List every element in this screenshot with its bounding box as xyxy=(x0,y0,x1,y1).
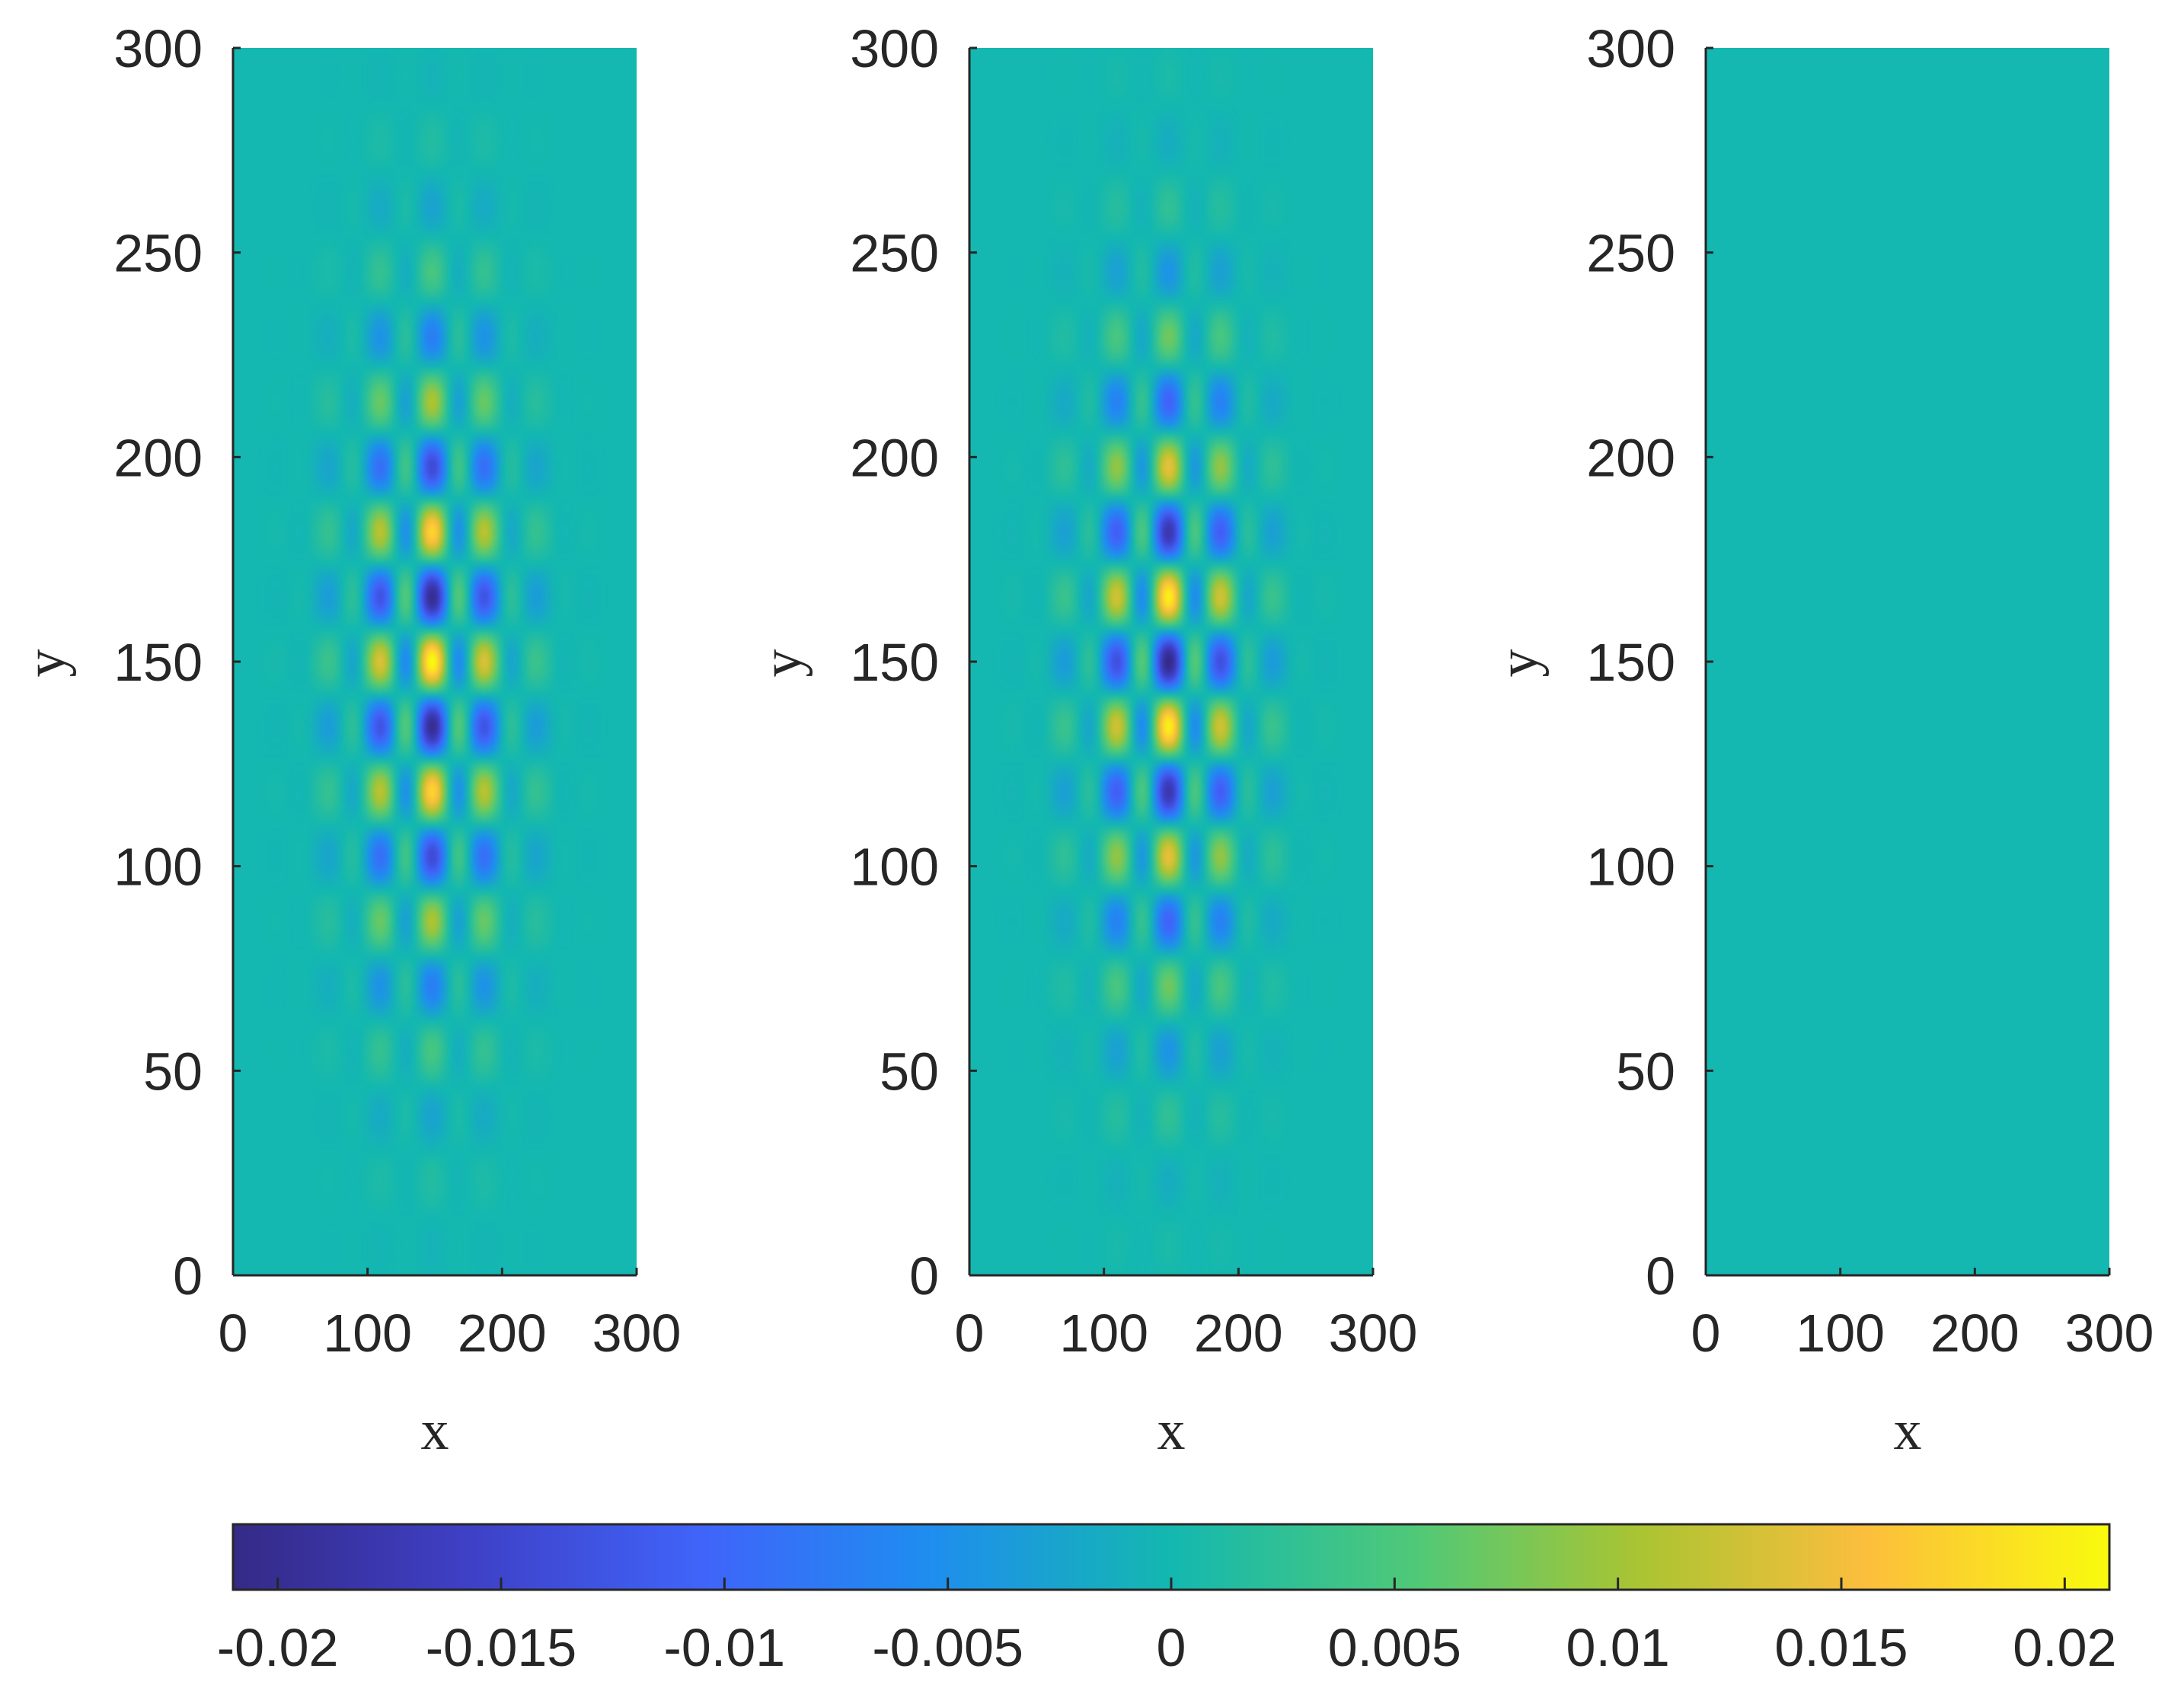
panel-left-y-tick-label: 150 xyxy=(113,633,203,692)
panel-left-y-axis-label: y xyxy=(14,649,77,678)
panel-right-x-axis-label: x xyxy=(1894,1399,1922,1462)
panel-middle-x-tick-label: 300 xyxy=(1329,1303,1418,1363)
colorbar: -0.02 -0.015 -0.01 -0.005 0 0.005 0.01 0.015 0.0… xyxy=(217,1523,2116,1677)
panel-right-y-tick-label: 200 xyxy=(1586,428,1675,487)
panel-left-x-tick-label: 100 xyxy=(323,1303,412,1363)
panel-right-x-tick-label: 300 xyxy=(2065,1303,2154,1363)
panel-right-x-ticks: 0 100 200 300 xyxy=(1691,1268,2154,1363)
panel-left-y-ticks: 0 50 100 150 200 250 300 xyxy=(113,19,241,1306)
panel-left-heatmap xyxy=(233,48,637,1275)
panel-middle-y-tick-label: 100 xyxy=(850,838,939,897)
panel-middle-x-ticks: 0 100 200 300 xyxy=(955,1268,1418,1363)
panel-left-x-tick-label: 0 xyxy=(219,1303,248,1363)
panel-right-x-tick-label: 100 xyxy=(1796,1303,1885,1363)
colorbar-tick-label: -0.01 xyxy=(664,1618,786,1677)
panel-left-y-tick-label: 200 xyxy=(113,428,203,487)
panel-left-x-tick-label: 200 xyxy=(458,1303,547,1363)
panel-middle-y-tick-label: 0 xyxy=(909,1246,939,1306)
panel-right-y-ticks: 0 50 100 150 200 250 300 xyxy=(1586,19,1713,1306)
colorbar-tick-label: 0.01 xyxy=(1566,1618,1670,1677)
panel-right-y-tick-label: 150 xyxy=(1586,633,1675,692)
panel-middle-y-axis-label: y xyxy=(751,649,813,678)
colorbar-tick-label: 0.015 xyxy=(1774,1618,1908,1677)
panel-right-y-tick-label: 50 xyxy=(1616,1042,1675,1101)
panel-middle-x-tick-label: 0 xyxy=(955,1303,985,1363)
panel-middle-y-tick-label: 300 xyxy=(850,19,939,78)
panel-middle-x-tick-label: 100 xyxy=(1059,1303,1148,1363)
colorbar-tick-label: 0.005 xyxy=(1328,1618,1461,1677)
panel-left-x-ticks: 0 100 200 300 xyxy=(219,1268,682,1363)
panel-right: 0 100 200 300 0 50 100 150 200 250 300 x y xyxy=(1487,19,2154,1462)
panel-middle: 0 100 200 300 0 50 100 150 200 250 300 x y xyxy=(751,19,1417,1462)
panel-right-x-tick-label: 0 xyxy=(1691,1303,1721,1363)
panel-left-y-tick-label: 300 xyxy=(113,19,203,78)
panel-left-x-tick-label: 300 xyxy=(592,1303,682,1363)
panel-left-y-tick-label: 250 xyxy=(113,224,203,283)
panel-right-y-axis-label: y xyxy=(1487,649,1550,678)
panel-middle-y-tick-label: 250 xyxy=(850,224,939,283)
panel-right-y-tick-label: 100 xyxy=(1586,838,1675,897)
colorbar-tick-label: -0.015 xyxy=(426,1618,576,1677)
panel-left-x-axis-label: x xyxy=(421,1399,449,1462)
panel-middle-x-axis-label: x xyxy=(1157,1399,1186,1462)
colorbar-tick-label: 0.02 xyxy=(2013,1618,2116,1677)
panel-middle-heatmap xyxy=(969,48,1373,1275)
panel-middle-x-tick-label: 200 xyxy=(1194,1303,1283,1363)
colorbar-tick-label: -0.005 xyxy=(872,1618,1023,1677)
panel-middle-y-tick-label: 200 xyxy=(850,428,939,487)
panel-left-y-tick-label: 100 xyxy=(113,838,203,897)
panel-middle-y-tick-label: 50 xyxy=(880,1042,939,1101)
panel-middle-y-ticks: 0 50 100 150 200 250 300 xyxy=(850,19,977,1306)
colorbar-tick-label: -0.02 xyxy=(217,1618,339,1677)
panel-right-y-tick-label: 0 xyxy=(1646,1246,1675,1306)
panel-left-y-tick-label: 0 xyxy=(173,1246,203,1306)
panel-left: 0 100 200 300 0 50 100 150 200 250 300 x y xyxy=(14,19,681,1462)
panel-middle-y-tick-label: 150 xyxy=(850,633,939,692)
panel-right-y-tick-label: 250 xyxy=(1586,224,1675,283)
panel-right-x-tick-label: 200 xyxy=(1930,1303,2020,1363)
panel-left-y-tick-label: 50 xyxy=(143,1042,203,1101)
colorbar-ticks: -0.02 -0.015 -0.01 -0.005 0 0.005 0.01 0.015 0.0… xyxy=(217,1578,2116,1677)
panel-right-heatmap xyxy=(1706,48,2109,1275)
colorbar-tick-label: 0 xyxy=(1157,1618,1186,1677)
panel-right-y-tick-label: 300 xyxy=(1586,19,1675,78)
